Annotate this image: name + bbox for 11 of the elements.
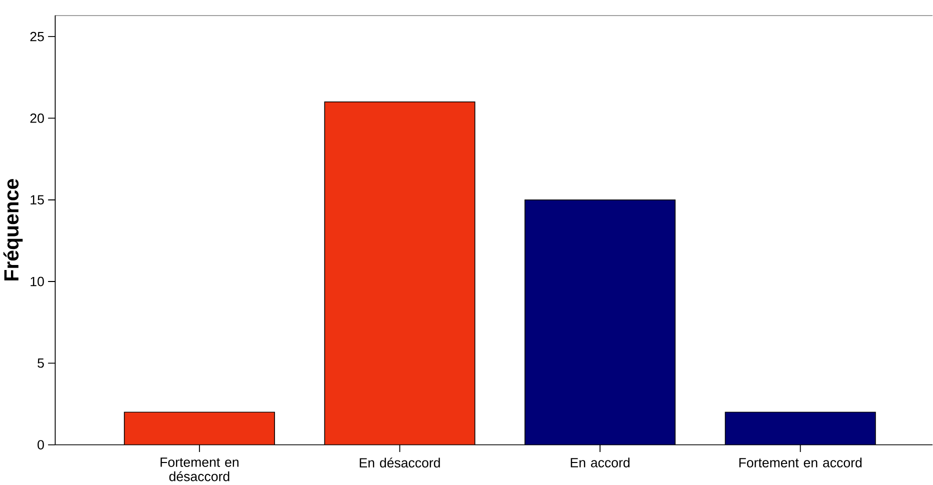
- y-tick-label: 25: [30, 32, 44, 42]
- y-tick-label: 5: [38, 358, 44, 368]
- y-tick-label: 20: [30, 114, 44, 124]
- x-tick-label: En accord: [570, 458, 630, 468]
- y-axis-title: Fréquence: [3, 179, 23, 281]
- y-tick-label: 10: [30, 276, 44, 286]
- x-tick-label: Fortement en accord: [739, 458, 862, 468]
- y-tick-label: 0: [38, 440, 44, 450]
- x-tick-label: Fortement en désaccord: [160, 458, 238, 482]
- y-tick-label: 15: [30, 195, 44, 205]
- x-tick-label: En désaccord: [360, 458, 440, 468]
